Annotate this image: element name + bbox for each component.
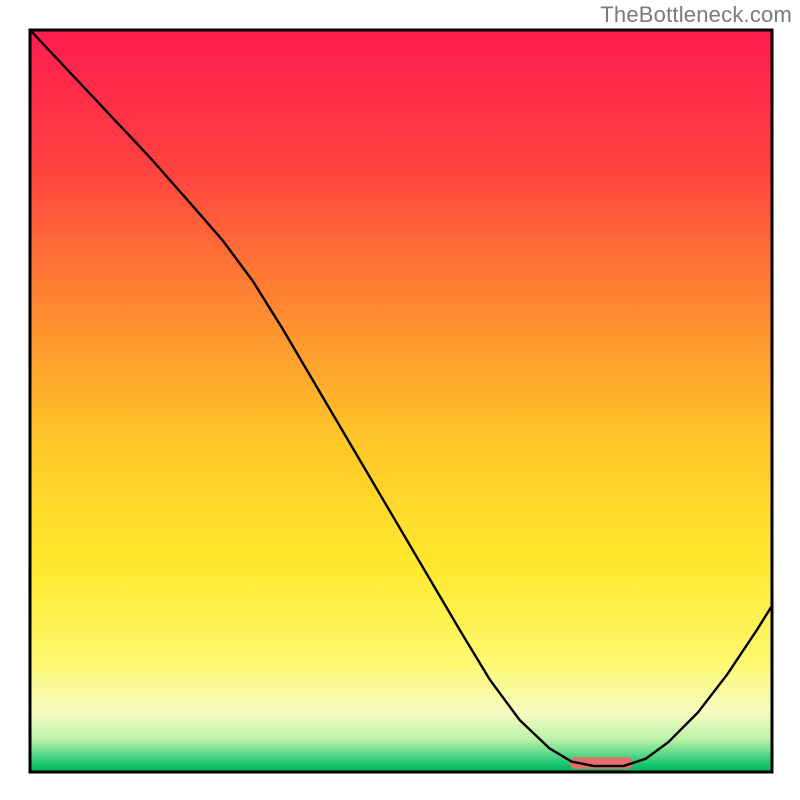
watermark-text: TheBottleneck.com bbox=[600, 2, 792, 28]
chart-background bbox=[30, 30, 772, 772]
chart-container: TheBottleneck.com bbox=[0, 0, 800, 800]
bottleneck-chart bbox=[0, 0, 800, 800]
